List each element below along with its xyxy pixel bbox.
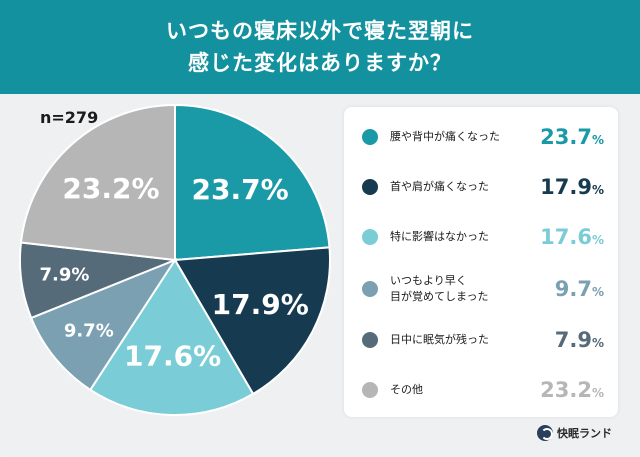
legend-label: 特に影響はなかった xyxy=(390,230,489,243)
legend-value-number: 7.9 xyxy=(554,328,592,352)
legend-label: その他 xyxy=(390,383,423,396)
legend-value-unit: % xyxy=(591,233,604,247)
legend-value: 23.2% xyxy=(540,378,604,402)
legend-value-unit: % xyxy=(591,285,604,299)
legend: 腰や背中が痛くなった 23.7% 首や肩が痛くなった 17.9% 特に影響はなか… xyxy=(344,107,618,417)
legend-item: 首や肩が痛くなった 17.9% xyxy=(344,162,618,212)
legend-value-number: 17.6 xyxy=(540,225,592,249)
pie-slice-label: 17.6% xyxy=(124,340,221,373)
legend-value-unit: % xyxy=(591,386,604,400)
pie-slice xyxy=(19,103,176,262)
chart-title-line1: いつもの寝床以外で寝た翌朝に xyxy=(166,19,474,43)
brand: 快眠ランド xyxy=(537,425,612,441)
legend-swatch xyxy=(362,382,378,398)
legend-label: いつもより早く 目が覚めてしまった xyxy=(390,274,489,303)
chart-title-line2: 感じた変化はありますか？ xyxy=(188,51,452,75)
legend-value: 23.7% xyxy=(540,125,604,149)
legend-swatch xyxy=(362,281,378,297)
legend-swatch xyxy=(362,332,378,348)
legend-label: 首や肩が痛くなった xyxy=(390,180,489,193)
pie-slice xyxy=(173,246,331,396)
sample-size: n=279 xyxy=(40,108,99,127)
legend-item: いつもより早く 目が覚めてしまった 9.7% xyxy=(344,264,618,314)
legend-value-unit: % xyxy=(591,183,604,197)
pie-slice-label: 23.7% xyxy=(192,173,289,206)
chart-header: いつもの寝床以外で寝た翌朝に 感じた変化はありますか？ xyxy=(0,0,640,94)
legend-value: 9.7% xyxy=(555,277,604,301)
pie-slice-label: 17.9% xyxy=(212,288,309,321)
pie-slice xyxy=(29,257,178,392)
legend-item: 特に影響はなかった 17.6% xyxy=(344,212,618,262)
legend-label: 日中に眠気が残った xyxy=(390,333,489,346)
legend-item: その他 23.2% xyxy=(344,365,618,415)
legend-swatch xyxy=(362,179,378,195)
legend-value-unit: % xyxy=(591,336,604,350)
legend-value-number: 23.7 xyxy=(540,125,592,149)
pie-slice-label: 23.2% xyxy=(62,172,159,205)
legend-swatch xyxy=(362,229,378,245)
moon-logo-icon xyxy=(537,425,553,441)
pie-chart: 23.7% 17.9% 17.6% 9.7% 7.9% 23.2% xyxy=(19,103,331,416)
legend-value: 7.9% xyxy=(555,328,604,352)
legend-item: 腰や背中が痛くなった 23.7% xyxy=(344,112,618,162)
legend-value-number: 23.2 xyxy=(540,378,592,402)
legend-value-number: 9.7 xyxy=(554,277,592,301)
legend-value-number: 17.9 xyxy=(540,175,592,199)
legend-label: 腰や背中が痛くなった xyxy=(390,130,500,143)
legend-value: 17.6% xyxy=(540,225,604,249)
legend-value: 17.9% xyxy=(540,175,604,199)
pie-slice-label: 9.7% xyxy=(64,320,114,341)
pie-slice-label: 7.9% xyxy=(39,265,89,286)
pie-slice xyxy=(174,103,331,262)
brand-name: 快眠ランド xyxy=(557,427,612,440)
legend-item: 日中に眠気が残った 7.9% xyxy=(344,315,618,365)
legend-swatch xyxy=(362,129,378,145)
legend-value-unit: % xyxy=(591,133,604,147)
pie-slice xyxy=(88,258,255,416)
